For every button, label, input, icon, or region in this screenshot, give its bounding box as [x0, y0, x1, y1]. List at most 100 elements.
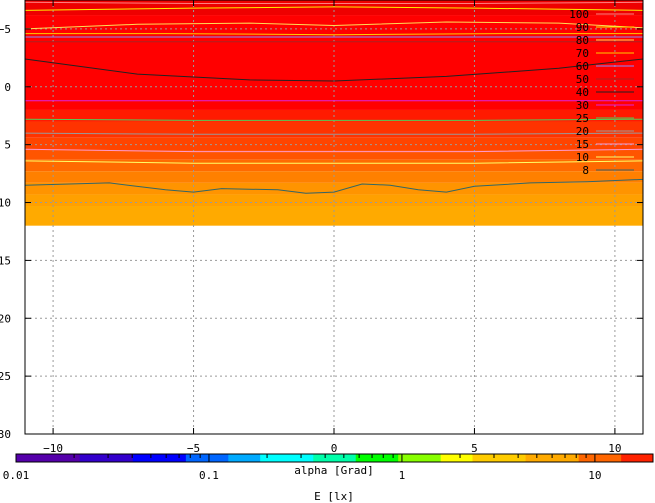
- x-tick-label-0: 0: [331, 442, 338, 455]
- colorbar: 0.01 0.1 1 10: [3, 453, 654, 482]
- key-label-8: 8: [582, 164, 589, 177]
- colorbar-segment-42: [461, 454, 474, 462]
- y-tick-label-15: 15: [0, 254, 11, 267]
- colorbar-segment-15: [175, 454, 187, 462]
- colorbar-segment-53: [578, 454, 590, 462]
- contour-line-25: [24, 118, 644, 121]
- colorbar-segment-9: [111, 454, 123, 462]
- contour-line-20: [24, 132, 644, 135]
- colorbar-segment-11: [132, 454, 144, 462]
- y-tick-label-20: 20: [0, 312, 11, 325]
- colorbar-tick-label-0: 0.01: [3, 469, 30, 482]
- colorbar-segment-56: [610, 454, 622, 462]
- colorbar-segment-28: [313, 454, 325, 462]
- grid-lines: [25, 0, 643, 434]
- colorbar-segment-25: [281, 454, 293, 462]
- colorbar-segment-46: [504, 454, 516, 462]
- colorbar-segment-7: [90, 454, 102, 462]
- colorbar-segment-22: [249, 454, 261, 462]
- contour-line-15: [24, 148, 644, 153]
- colorbar-segment-44: [483, 454, 495, 462]
- colorbar-segment-16: [185, 454, 197, 462]
- key-label-50: 50: [576, 73, 589, 86]
- y-tick-label-0: 0: [4, 81, 11, 94]
- key-label-25: 25: [576, 112, 589, 125]
- colorbar-segment-26: [292, 454, 304, 462]
- colorbar-segment-3: [47, 454, 59, 462]
- y-tick-label-25: 25: [0, 370, 11, 383]
- key-label-30: 30: [576, 99, 589, 112]
- heat-band-4: [25, 137, 643, 151]
- colorbar-segment-27: [302, 454, 314, 462]
- colorbar-segment-4: [58, 454, 70, 462]
- colorbar-segment-45: [493, 454, 505, 462]
- key-label-70: 70: [576, 47, 589, 60]
- contour-line-8: [24, 178, 644, 194]
- colorbar-segment-2: [37, 454, 49, 462]
- colorbar-label: E [lx]: [314, 490, 354, 503]
- colorbar-segment-43: [472, 454, 484, 462]
- colorbar-segment-49: [536, 454, 548, 462]
- key-label-60: 60: [576, 60, 589, 73]
- heat-band-7: [25, 171, 643, 183]
- colorbar-segment-18: [207, 454, 219, 462]
- colorbar-segment-40: [440, 454, 452, 462]
- colorbar-segment-14: [164, 454, 176, 462]
- key-label-15: 15: [576, 138, 589, 151]
- key-label-10: 10: [576, 151, 589, 164]
- colorbar-segment-47: [514, 454, 527, 462]
- contour-line-40: [24, 58, 644, 82]
- colorbar-segment-13: [154, 454, 166, 462]
- contour-line-90: [24, 6, 644, 11]
- colorbar-segment-38: [419, 454, 431, 462]
- key-label-90: 90: [576, 21, 589, 34]
- colorbar-tick-label-1: 0.1: [199, 469, 219, 482]
- key-label-20: 20: [576, 125, 589, 138]
- contour-line-10: [24, 160, 644, 164]
- colorbar-segment-31: [345, 454, 357, 462]
- key-label-40: 40: [576, 86, 589, 99]
- x-axis-label: alpha [Grad]: [294, 464, 373, 477]
- colorbar-segment-37: [408, 454, 420, 462]
- colorbar-segment-17: [196, 454, 208, 462]
- colorbar-segment-1: [26, 454, 38, 462]
- colorbar-segment-12: [143, 454, 155, 462]
- key-label-100: 100: [569, 8, 589, 21]
- y-tick-label-5: 5: [4, 139, 11, 152]
- colorbar-segment-10: [122, 454, 134, 462]
- colorbar-segment-29: [323, 454, 335, 462]
- colorbar-segment-21: [238, 454, 251, 462]
- colorbar-segment-0: [16, 454, 28, 462]
- heat-band-8: [25, 182, 643, 195]
- colorbar-segment-24: [270, 454, 282, 462]
- colorbar-segment-34: [376, 454, 389, 462]
- colorbar-segment-39: [430, 454, 442, 462]
- colorbar-tick-label-2: 1: [399, 469, 406, 482]
- x-tick-label-10: 10: [608, 442, 621, 455]
- colorbar-segment-36: [398, 454, 410, 462]
- colorbar-segment-6: [79, 454, 91, 462]
- heat-band-3: [25, 121, 643, 138]
- colorbar-segment-57: [621, 454, 633, 462]
- x-tick-label--10: −10: [43, 442, 63, 455]
- colorbar-segment-52: [568, 454, 580, 462]
- colorbar-segment-30: [334, 454, 346, 462]
- y-tick-label--5: −5: [0, 23, 11, 36]
- contour-line-80: [24, 21, 644, 30]
- colorbar-segment-48: [525, 454, 537, 462]
- colorbar-segment-32: [355, 454, 367, 462]
- contour-line-70: [25, 33, 643, 36]
- colorbar-segment-51: [557, 454, 569, 462]
- colorbar-segment-20: [228, 454, 240, 462]
- x-tick-label-5: 5: [471, 442, 478, 455]
- y-tick-label-10: 10: [0, 197, 11, 210]
- colorbar-segment-55: [599, 454, 612, 462]
- colorbar-segment-5: [69, 454, 81, 462]
- colorbar-segment-23: [260, 454, 272, 462]
- y-tick-label-30: 30: [0, 428, 11, 441]
- x-tick-label--5: −5: [187, 442, 200, 455]
- colorbar-segment-41: [451, 454, 463, 462]
- colorbar-tick-label-3: 10: [588, 469, 601, 482]
